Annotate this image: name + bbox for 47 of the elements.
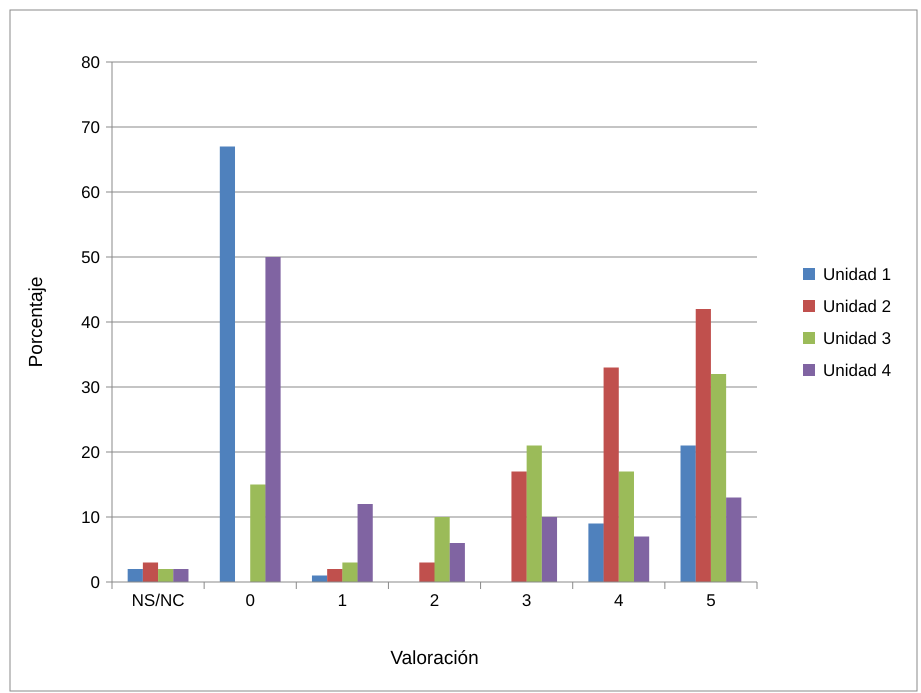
legend-label: Unidad 4 [823,360,892,380]
x-tick-label: NS/NC [132,591,185,610]
bar [680,446,696,582]
bar [604,368,619,582]
x-tick-label: 3 [522,591,532,610]
y-tick-label: 80 [81,52,100,72]
bar [358,504,373,582]
legend-label: Unidad 3 [823,328,892,348]
bar [434,517,450,582]
x-axis-title: Valoración [390,648,479,669]
y-tick-label: 20 [81,442,100,462]
x-tick-label: 2 [430,591,440,610]
y-tick-label: 50 [81,248,100,267]
y-tick-label: 10 [81,508,100,527]
bar [542,517,558,582]
bar [419,562,434,582]
bar [526,446,542,582]
bar [726,498,742,582]
bar [327,569,342,582]
x-tick-label: 0 [245,591,255,610]
y-tick-label: 40 [81,312,100,332]
bar [710,374,726,582]
y-axis-title: Porcentaje [26,276,47,368]
bar [142,562,158,582]
bar [342,562,358,582]
bar [220,146,236,582]
bar [158,569,174,582]
y-tick-label: 0 [90,572,100,592]
bar [173,569,188,582]
bar [128,569,143,582]
bar [265,257,281,582]
x-tick-label: 1 [338,591,348,610]
x-tick-label: 4 [614,591,624,610]
bar [588,524,604,582]
x-tick-label: 5 [706,591,716,610]
bar [511,472,527,582]
bar [250,484,266,582]
legend-label: Unidad 1 [823,264,892,284]
bar [696,309,711,582]
bar [618,472,634,582]
y-tick-label: 30 [81,378,100,397]
legend-label: Unidad 2 [823,296,892,316]
bar [634,536,650,582]
bar [450,543,465,582]
bar [312,576,328,582]
y-tick-label: 60 [81,182,100,202]
y-tick-label: 70 [81,118,100,137]
